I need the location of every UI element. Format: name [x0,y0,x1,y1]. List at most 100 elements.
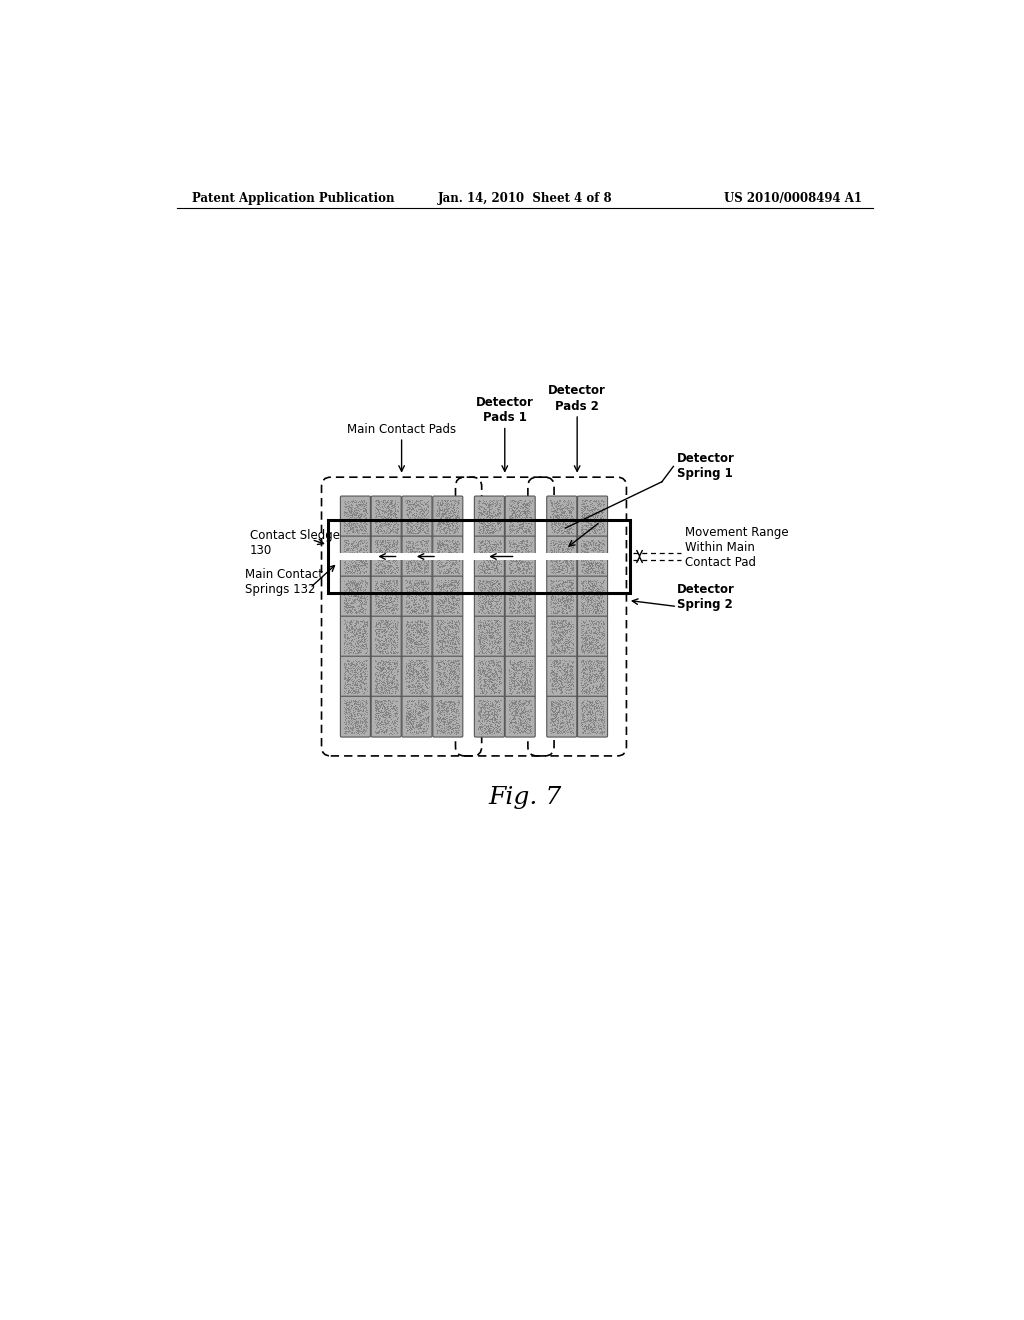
Point [542,649,558,671]
Point [562,659,579,680]
Point [506,536,522,557]
Point [580,546,596,568]
Point [399,628,416,649]
Point [510,557,526,578]
Point [513,496,529,517]
Point [477,492,494,513]
Point [479,620,496,642]
Point [347,696,364,717]
Point [447,548,464,569]
Point [470,585,486,606]
Point [543,692,559,713]
Point [372,521,388,543]
Point [387,640,403,661]
Point [577,503,593,524]
Point [473,541,489,562]
Point [437,521,454,543]
Point [475,694,492,715]
Point [402,659,419,680]
Point [445,653,462,675]
Point [444,640,461,661]
Point [379,642,395,663]
Point [341,696,357,717]
Point [514,624,530,645]
Point [575,550,592,572]
Point [557,664,573,685]
Point [410,494,426,515]
Point [441,638,458,659]
Point [408,557,424,578]
Point [351,556,368,577]
Point [508,523,524,544]
Point [578,598,594,619]
Point [484,602,501,623]
Point [548,495,564,516]
Point [522,643,539,664]
Point [350,708,367,729]
Point [353,673,370,694]
Point [343,671,359,692]
Point [403,710,420,731]
Point [507,587,523,609]
Point [594,676,610,697]
Point [483,615,500,636]
Point [573,585,590,606]
Point [345,700,361,721]
Point [518,681,535,702]
Point [590,554,606,576]
Point [431,595,447,616]
Point [508,618,524,639]
Point [548,495,564,516]
Point [435,598,452,619]
Point [348,643,365,664]
Point [442,502,459,523]
Point [416,498,432,519]
Point [594,544,610,565]
Point [368,696,384,717]
Point [513,710,529,731]
Point [418,676,434,697]
Point [387,717,403,738]
Point [372,612,388,634]
Point [555,516,571,537]
Point [417,587,433,609]
Point [521,579,538,601]
Point [404,701,421,722]
Point [514,599,530,620]
Point [443,581,460,602]
Point [340,680,356,701]
Point [555,590,571,611]
Point [380,614,396,635]
Point [552,589,568,610]
Point [419,553,435,574]
Point [442,700,459,721]
Point [554,560,570,581]
Point [385,516,401,537]
Point [402,709,419,730]
Point [593,673,609,694]
Point [482,642,499,663]
Point [414,578,430,599]
Point [403,502,420,523]
Point [511,560,527,581]
Point [553,657,569,678]
Point [431,668,447,689]
Point [519,632,536,653]
Point [383,504,399,525]
Point [517,504,534,525]
Point [351,622,368,643]
Point [518,622,535,643]
Point [375,573,391,594]
Point [574,640,591,661]
Point [350,536,367,557]
Point [558,612,574,634]
Point [511,558,527,579]
Point [350,668,367,689]
Point [562,693,579,714]
Point [413,622,429,643]
Point [402,597,419,618]
Point [384,636,400,657]
FancyBboxPatch shape [505,536,536,577]
Point [357,507,374,528]
Point [543,620,559,642]
